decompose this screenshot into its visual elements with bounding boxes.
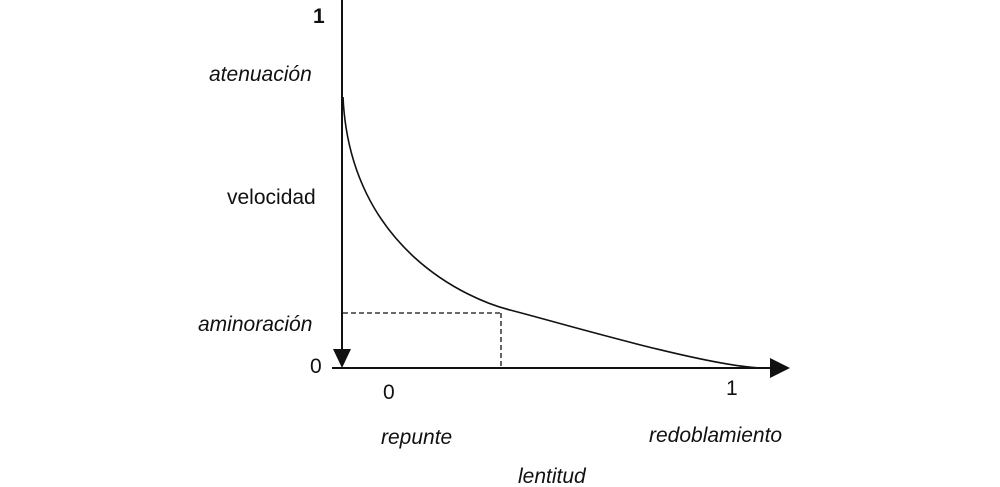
y-axis-middle-label: velocidad bbox=[227, 186, 316, 209]
x-axis-right-value: 1 bbox=[726, 377, 738, 400]
y-axis-arrowhead bbox=[333, 349, 351, 368]
y-axis-top-value: 1 bbox=[313, 5, 325, 28]
decay-curve bbox=[342, 96, 761, 369]
y-axis-top-label: atenuación bbox=[209, 63, 312, 86]
y-axis-marker-label: aminoración bbox=[198, 313, 313, 336]
x-axis-left-label: repunte bbox=[381, 426, 453, 449]
x-axis-title: lentitud bbox=[518, 465, 586, 487]
x-axis-right-label: redoblamiento bbox=[649, 424, 783, 447]
x-axis-arrowhead bbox=[770, 358, 790, 378]
x-axis-left-value: 0 bbox=[383, 381, 395, 404]
y-axis-bottom-value: 0 bbox=[310, 355, 322, 378]
